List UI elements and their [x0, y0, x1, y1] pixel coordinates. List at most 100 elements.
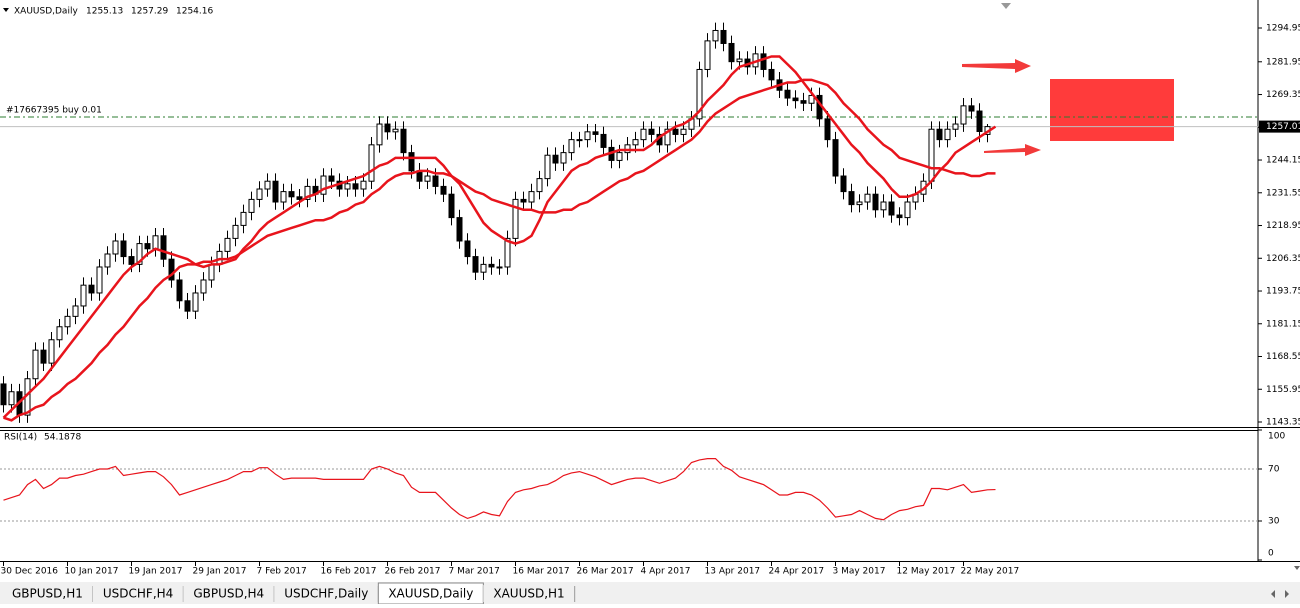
candle-body: [80, 284, 87, 307]
candle-body: [400, 128, 407, 154]
candle-body: [208, 263, 215, 281]
y-tick-label: 1168.55: [1266, 352, 1300, 362]
candle-body: [792, 97, 799, 102]
candle-body: [888, 201, 895, 216]
candle-body: [320, 175, 327, 195]
candle-body: [72, 305, 79, 317]
tab-scroll-right[interactable]: [1285, 590, 1289, 598]
tab-label: USDCHF,H4: [103, 587, 173, 601]
candle-body: [232, 224, 239, 239]
annotation-box: [1050, 79, 1174, 141]
tab[interactable]: GBPUSD,H4: [183, 585, 275, 602]
candle-body: [424, 175, 431, 182]
moving-average: [3, 78, 996, 422]
candle-body: [592, 131, 599, 135]
tab[interactable]: XAUUSD,H1: [483, 585, 576, 602]
candle-body: [936, 128, 943, 141]
candle-body: [520, 198, 527, 203]
y-tick-label: 1206.35: [1266, 254, 1300, 264]
y-tick-label: 1143.35: [1266, 418, 1300, 428]
candle-body: [624, 144, 631, 154]
tab-background: [274, 585, 379, 602]
candle-body: [96, 266, 103, 294]
candle-body: [192, 292, 199, 312]
candle-body: [464, 240, 471, 258]
y-tick-label: 1281.95: [1266, 57, 1300, 67]
x-tick-label: 26 Feb 2017: [385, 567, 441, 577]
candle-body: [640, 128, 647, 141]
tab[interactable]: XAUUSD,Daily: [377, 582, 484, 605]
y-tick-label: 1269.35: [1266, 90, 1300, 100]
candle-body: [704, 40, 711, 70]
x-tick-label: 10 Jan 2017: [65, 567, 119, 577]
candle-body: [288, 191, 295, 198]
tab-label: GBPUSD,H4: [193, 587, 264, 601]
y-tick-label: 1218.95: [1266, 221, 1300, 231]
candle-body: [480, 263, 487, 273]
candle-body: [824, 118, 831, 141]
candle-body: [560, 152, 567, 164]
candle-body: [152, 235, 159, 250]
tab-label: XAUUSD,H1: [493, 587, 564, 601]
candle-body: [616, 152, 623, 161]
candle-body: [160, 235, 167, 260]
tab-scroll-left[interactable]: [1271, 590, 1275, 598]
tab[interactable]: GBPUSD,H1: [2, 585, 94, 602]
tab-background: [483, 585, 575, 602]
candle-body: [136, 243, 143, 265]
candle-body: [728, 42, 735, 63]
candle-body: [352, 183, 359, 190]
y-tick-label: 1244.15: [1266, 156, 1300, 166]
candle-body: [48, 339, 55, 364]
candle-body: [696, 68, 703, 120]
header-open: 1255.13: [86, 7, 123, 17]
price-marker-label: 1257.01: [1266, 122, 1300, 132]
candle-body: [544, 154, 551, 180]
rsi-line: [3, 458, 996, 521]
annotation-arrow: [962, 59, 1031, 73]
x-tick-label: 24 Apr 2017: [769, 567, 825, 577]
candle-body: [440, 185, 447, 195]
scroll-marker: [1294, 566, 1300, 570]
tab-background: [183, 585, 275, 602]
candle-body: [224, 237, 231, 252]
candle-body: [720, 29, 727, 44]
candle-body: [840, 175, 847, 193]
candle-body: [32, 349, 39, 380]
candle-body: [360, 180, 367, 190]
y-tick-label: 1155.95: [1266, 385, 1300, 395]
candle-body: [928, 128, 935, 182]
candle-body: [800, 100, 807, 104]
candle-body: [632, 139, 639, 146]
candle-body: [296, 196, 303, 200]
candle-body: [488, 263, 495, 268]
candle-body: [448, 193, 455, 219]
tab[interactable]: USDCHF,H4: [92, 585, 184, 602]
x-tick-label: 7 Mar 2017: [449, 567, 500, 577]
candle-body: [672, 128, 679, 135]
candle-body: [304, 185, 311, 200]
candle-body: [432, 175, 439, 187]
order-label: #17667395 buy 0.01: [6, 106, 102, 116]
candle-body: [856, 201, 863, 206]
moving-average: [2, 55, 997, 419]
candle-body: [736, 58, 743, 63]
candle-body: [768, 68, 775, 81]
candle-body: [568, 139, 575, 154]
candle-body: [976, 110, 983, 132]
y-tick-label: 1193.75: [1266, 287, 1300, 297]
candle-body: [280, 191, 287, 203]
y-tick-label: 1231.55: [1266, 188, 1300, 198]
candle-body: [832, 139, 839, 177]
candle-body: [712, 29, 719, 42]
candle-body: [392, 128, 399, 133]
candle-body: [104, 253, 111, 268]
candle-body: [0, 383, 7, 406]
candle-body: [144, 243, 151, 250]
candle-body: [456, 217, 463, 242]
x-tick-label: 22 May 2017: [961, 567, 1020, 577]
y-tick-label: 0: [1268, 549, 1274, 559]
tab[interactable]: USDCHF,Daily: [274, 585, 379, 602]
x-tick-label: 12 May 2017: [897, 567, 956, 577]
candle-body: [176, 279, 183, 302]
